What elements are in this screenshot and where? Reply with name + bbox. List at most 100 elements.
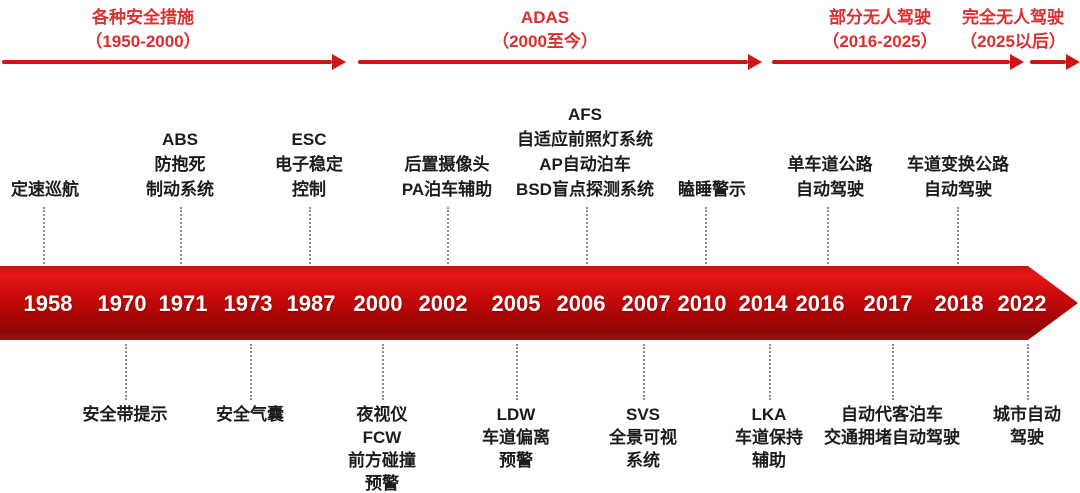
milestone-line: 夜视仪: [356, 405, 408, 424]
milestone-line: 电子稳定: [275, 155, 343, 174]
milestone-line: 防抱死: [154, 155, 206, 174]
milestone-line: 安全气囊: [216, 405, 284, 424]
year-2010: 2010: [677, 291, 727, 316]
phase-title: 部分无人驾驶: [829, 8, 931, 27]
milestone-below-airbag: 安全气囊: [216, 403, 284, 426]
connector-below-2022: [1027, 344, 1029, 400]
milestone-line: 驾驶: [1010, 428, 1044, 447]
milestone-above-lane-change-autopilot: 车道变换公路 自动驾驶: [907, 152, 1009, 202]
milestone-line: 城市自动: [993, 405, 1061, 424]
connector-below-2017: [892, 344, 894, 400]
phase-range: （1950-2000）: [85, 32, 201, 51]
milestone-line: 车道偏离: [482, 428, 550, 447]
year-2016: 2016: [795, 291, 845, 316]
milestone-line: LKA: [751, 405, 787, 424]
milestone-line: SVS: [625, 405, 661, 424]
milestone-line: LDW: [496, 405, 536, 424]
connector-above-2002: [447, 207, 449, 264]
milestone-above-single-lane-autopilot: 单车道公路 自动驾驶: [788, 152, 873, 202]
phase-title: 完全无人驾驶: [961, 8, 1064, 27]
phase-arrowhead-full: [1066, 54, 1080, 70]
connector-below-1973: [250, 344, 252, 400]
milestone-line: 后置摄像头: [404, 155, 490, 174]
milestone-line: 交通拥堵自动驾驶: [824, 428, 960, 447]
phase-arrow-line-safety: [2, 60, 332, 64]
year-2006: 2006: [556, 291, 606, 316]
phase-range: （2000至今）: [492, 32, 598, 51]
milestone-line: AP自动泊车: [539, 155, 631, 174]
phase-title: 各种安全措施: [92, 8, 194, 27]
milestone-above-cruise-control: 定速巡航: [11, 177, 79, 202]
milestone-below-lka: LKA 车道保持 辅助: [735, 403, 803, 472]
connector-below-2007: [643, 344, 645, 400]
milestone-line: 定速巡航: [11, 180, 79, 199]
phase-label-full-autonomy: 完全无人驾驶 （2025以后）: [960, 6, 1066, 54]
milestone-line: 预警: [365, 474, 399, 493]
connector-below-2005: [516, 344, 518, 400]
year-1970: 1970: [97, 291, 147, 316]
milestone-above-abs: ABS 防抱死 制动系统: [146, 127, 214, 202]
phase-arrowhead-safety: [332, 54, 346, 70]
milestone-line: BSD盲点探测系统: [516, 180, 654, 199]
phase-label-safety-measures: 各种安全措施 （1950-2000）: [85, 6, 200, 54]
milestone-above-esc: ESC 电子稳定 控制: [275, 127, 343, 202]
milestone-line: 单车道公路: [787, 155, 873, 174]
phase-arrow-line-partial: [772, 60, 1010, 64]
milestone-above-drowsiness-alert: 瞌睡警示: [678, 177, 746, 202]
milestone-line: 自动驾驶: [796, 180, 864, 199]
milestone-line: 车道变换公路: [907, 155, 1009, 174]
milestone-line: 辅助: [752, 451, 786, 470]
year-1987: 1987: [286, 291, 336, 316]
year-2018: 2018: [934, 291, 984, 316]
milestone-line: 安全带提示: [82, 405, 168, 424]
phase-arrowhead-adas: [748, 54, 762, 70]
milestone-line: ABS: [162, 130, 198, 149]
connector-above-2018: [957, 207, 959, 264]
phase-title: ADAS: [520, 8, 570, 27]
phase-range: （2016-2025）: [822, 32, 938, 51]
milestone-line: AFS: [568, 105, 602, 124]
year-1973: 1973: [223, 291, 273, 316]
milestone-line: 自动驾驶: [924, 180, 992, 199]
phase-arrow-line-adas: [358, 60, 748, 64]
year-2005: 2005: [491, 291, 541, 316]
year-2022: 2022: [997, 291, 1047, 316]
connector-below-2000: [382, 344, 384, 400]
milestone-line: 制动系统: [146, 180, 214, 199]
milestone-line: 控制: [292, 180, 326, 199]
phase-range: （2025以后）: [960, 32, 1066, 51]
milestone-line: FCW: [362, 428, 402, 447]
phase-arrow-line-full: [1030, 60, 1066, 64]
year-2002: 2002: [418, 291, 468, 316]
year-1958: 1958: [23, 291, 73, 316]
milestone-below-valet-parking: 自动代客泊车 交通拥堵自动驾驶: [824, 403, 960, 449]
milestone-below-svs: SVS 全景可视 系统: [609, 403, 677, 472]
milestone-line: 全景可视: [609, 428, 677, 447]
phase-label-adas: ADAS （2000至今）: [492, 6, 598, 54]
connector-above-1971: [180, 207, 182, 264]
milestone-line: 车道保持: [735, 428, 803, 447]
milestone-line: ESC: [291, 130, 327, 149]
milestone-line: 瞌睡警示: [678, 180, 746, 199]
timeline-band: [0, 266, 1078, 340]
milestone-line: 前方碰撞: [348, 451, 416, 470]
year-2000: 2000: [353, 291, 403, 316]
milestone-line: 系统: [626, 451, 660, 470]
connector-above-2006: [586, 207, 588, 264]
connector-below-1970: [125, 344, 127, 400]
phase-arrowhead-partial: [1010, 54, 1024, 70]
year-1971: 1971: [158, 291, 208, 316]
milestone-line: 自适应前照灯系统: [517, 130, 653, 149]
connector-above-1958: [43, 207, 45, 264]
milestone-below-night-vision-fcw: 夜视仪 FCW 前方碰撞 预警: [348, 403, 416, 493]
connector-above-2016: [827, 207, 829, 264]
milestone-line: PA泊车辅助: [401, 180, 493, 199]
year-2014: 2014: [738, 291, 788, 316]
milestone-below-ldw: LDW 车道偏离 预警: [482, 403, 550, 472]
year-2007: 2007: [621, 291, 671, 316]
milestone-below-seatbelt-reminder: 安全带提示: [83, 403, 168, 426]
phase-label-partial-autonomy: 部分无人驾驶 （2016-2025）: [822, 6, 937, 54]
year-2017: 2017: [863, 291, 913, 316]
milestone-below-urban-autopilot: 城市自动 驾驶: [993, 403, 1061, 449]
